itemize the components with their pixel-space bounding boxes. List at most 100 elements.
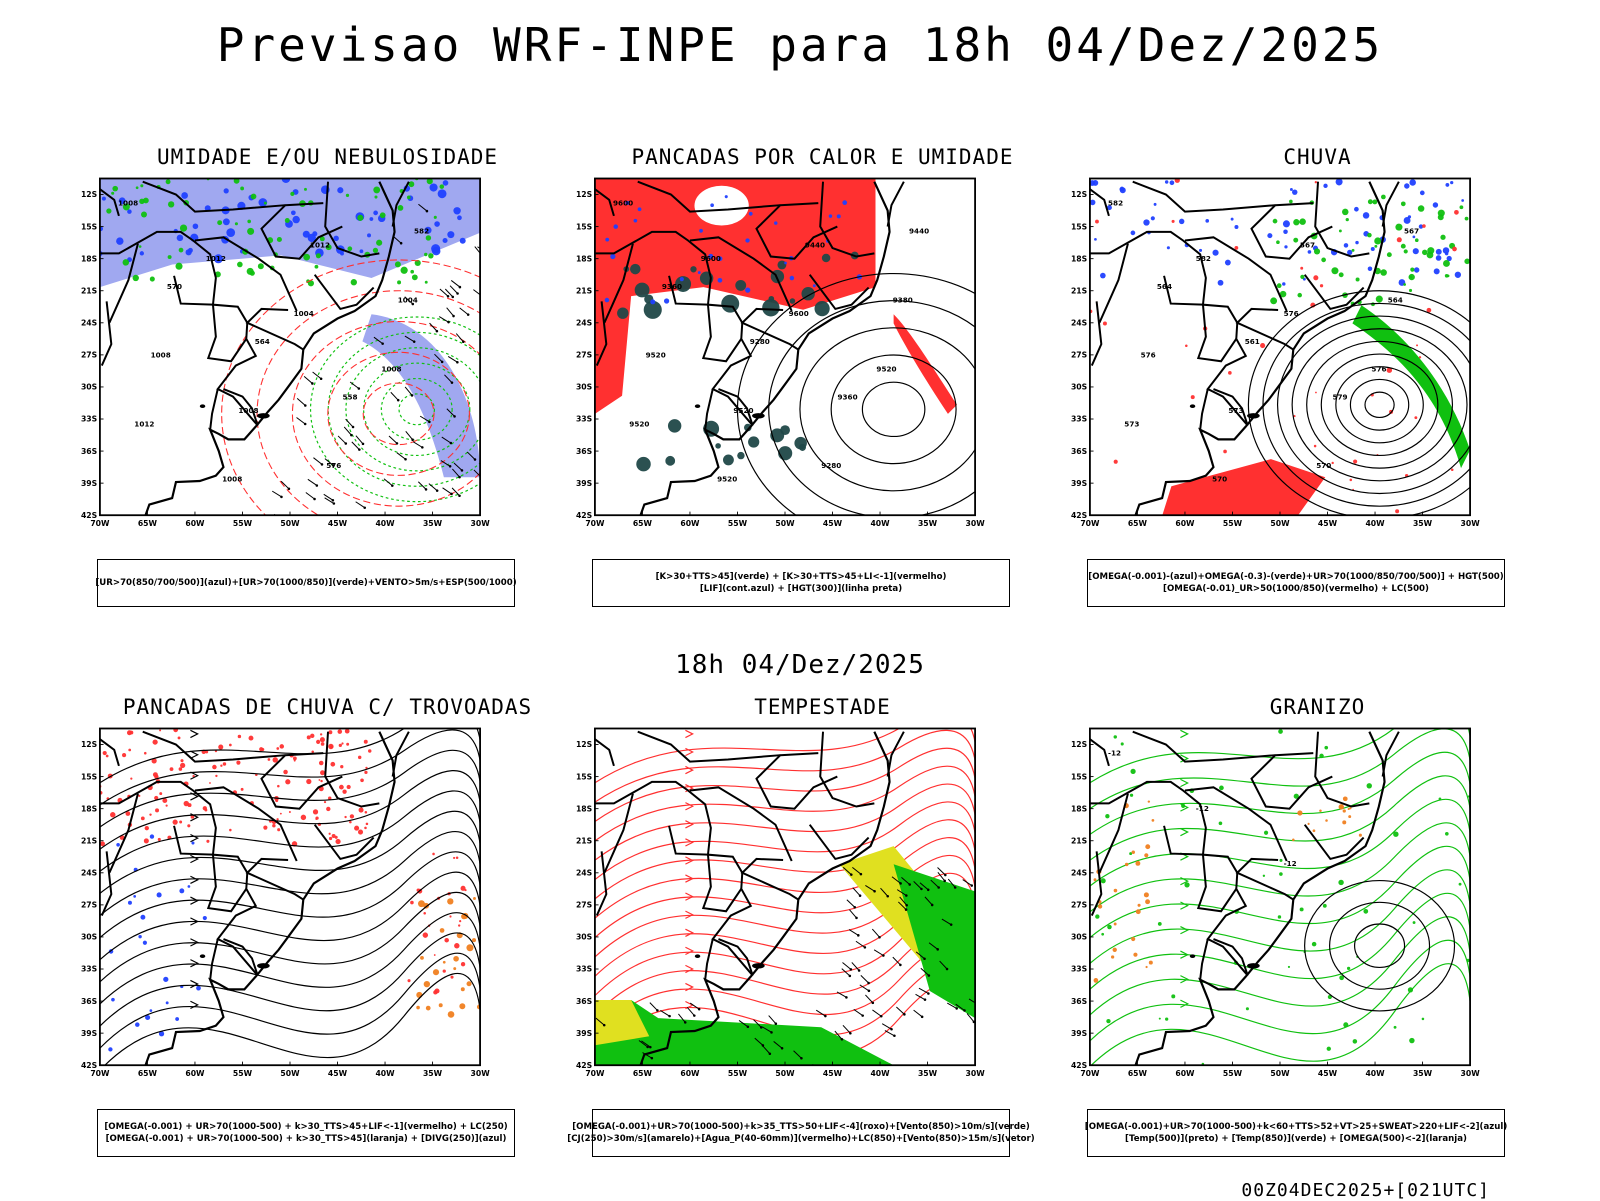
state-border <box>313 824 375 861</box>
convection-red-cell <box>330 761 336 767</box>
wind-vectors-vec <box>947 878 956 888</box>
omega500-orange-cell <box>1137 903 1141 907</box>
map-svg: 5825825765765735705675645765735705675645… <box>1071 177 1480 528</box>
wind-vectors-vec <box>449 285 458 294</box>
convection-red-cell <box>454 943 460 949</box>
temp850-green-dots-cell <box>1407 987 1414 993</box>
lat-label: 12S <box>1071 740 1087 749</box>
wind850-green <box>893 864 976 1019</box>
lon-label: 60W <box>185 519 205 528</box>
wind-vectors-head <box>399 241 403 245</box>
wind-vectors-head <box>344 442 348 445</box>
map-svg: 1008 1012 1004 1008 1012 1008 1012 1004 1008 1008… <box>81 177 490 528</box>
panel-legend: [OMEGA(-0.001) + UR>70(1000-500) + k>30_… <box>97 1109 515 1157</box>
lon-label: 50W <box>775 1069 795 1078</box>
wind-vectors-head <box>287 487 291 491</box>
lon-label: 45W <box>1318 519 1338 528</box>
convection-red-cell <box>237 734 242 739</box>
legend-line: [UR>70(850/700/500)](azul)+[UR>70(1000/8… <box>95 578 517 588</box>
state-border <box>704 388 714 430</box>
convection-red-cell <box>455 856 459 860</box>
temp850-green-dots-cell <box>1393 831 1399 837</box>
wind-vectors-head <box>303 422 307 426</box>
omega500-orange-cell <box>1307 822 1310 825</box>
temp850-green-dots-cell <box>1322 903 1327 908</box>
rain-red-cells-cell <box>1414 416 1418 420</box>
lat-label: 30S <box>576 933 592 942</box>
wind-vectors-head <box>458 475 461 479</box>
small-lake <box>199 404 206 408</box>
lat-label: 12S <box>1071 190 1087 199</box>
omega-green-cell <box>1437 209 1445 217</box>
wind-vectors-vec <box>473 289 481 296</box>
contour-label: 9440 <box>909 227 929 236</box>
contour-label: 576 <box>1141 351 1156 360</box>
lat-label: 21S <box>1071 286 1087 295</box>
omega-blue-cell <box>1166 246 1170 250</box>
rain-red-cells-cell <box>1313 275 1319 281</box>
wind-vectors-head <box>858 894 862 897</box>
map-frame <box>1089 727 1471 1067</box>
teal-cells-cell <box>667 419 682 433</box>
lat-label: 30S <box>1071 933 1087 942</box>
wind-vectors-vec <box>896 889 907 896</box>
contour-label: 9600 <box>701 254 721 263</box>
convection-red-cell <box>323 800 327 804</box>
wind-vectors-head <box>904 908 908 911</box>
rain-red-cells-cell <box>1190 395 1195 400</box>
wind-vectors-head <box>873 889 876 893</box>
convection-red-cell <box>162 798 168 803</box>
streamlines-red-arrow <box>685 964 694 974</box>
omega-blue-cell <box>1335 178 1343 186</box>
wind-vectors-vec <box>312 371 322 380</box>
contour-label: 564 <box>255 337 270 346</box>
convection-red-cell <box>306 778 312 785</box>
wind-vectors-vec <box>271 490 282 498</box>
temp-labels: -12 -12 -12 <box>1108 749 1297 868</box>
coastline <box>144 731 396 1066</box>
streamlines-red-line <box>594 872 976 966</box>
wind-vectors-vec <box>466 451 476 460</box>
humidity-green-cell <box>303 253 311 261</box>
convection-red-cell <box>319 737 325 743</box>
lif-blue-cell <box>812 284 816 288</box>
wind-vectors-vec <box>762 1045 771 1055</box>
wind-vectors-head <box>435 489 439 492</box>
streamlines-red-line <box>594 765 976 850</box>
streamlines-arrow <box>190 979 199 989</box>
temp850-green-line <box>1089 869 1471 973</box>
wind-vectors-vec <box>853 1008 863 1016</box>
lat-label: 18S <box>81 804 97 813</box>
humidity-green-cell <box>290 191 295 196</box>
contour-label: 567 <box>1300 240 1315 249</box>
state-border <box>668 275 709 306</box>
humidity-green-cell <box>410 269 415 274</box>
streamlines-arrow <box>190 1000 199 1010</box>
omega-blue-cell <box>1446 255 1452 262</box>
wind-vectors-vec <box>919 882 929 891</box>
omega-blue-cell <box>1169 180 1175 186</box>
lif-blue-cell <box>663 298 670 304</box>
wind-vectors-head <box>453 415 456 418</box>
wind-vectors-head <box>391 484 394 487</box>
state-border <box>819 181 875 258</box>
state-border <box>1303 824 1365 861</box>
wind-vectors-head <box>357 387 361 390</box>
rain-red-cells-cell <box>1353 459 1358 464</box>
humidity-blue-cell <box>424 226 432 234</box>
lat-label: 18S <box>1071 254 1087 263</box>
lat-label: 21S <box>81 836 97 845</box>
convection-orange-cell <box>460 987 465 992</box>
wind-vectors-head <box>963 1009 966 1012</box>
omega-green <box>1270 194 1470 307</box>
streamlines-red-arrow <box>685 910 694 919</box>
lat-label: 39S <box>576 1029 592 1038</box>
lif-blue-cell <box>708 253 714 259</box>
wind-vectors-vec <box>441 436 452 444</box>
wind-vectors-head <box>824 1014 827 1018</box>
convection-red-cell <box>306 735 311 740</box>
state-border <box>595 851 608 916</box>
humidity-green-cell <box>276 236 282 243</box>
lif-blue-cell <box>650 299 656 305</box>
temp850-green-arrow <box>1180 827 1189 837</box>
